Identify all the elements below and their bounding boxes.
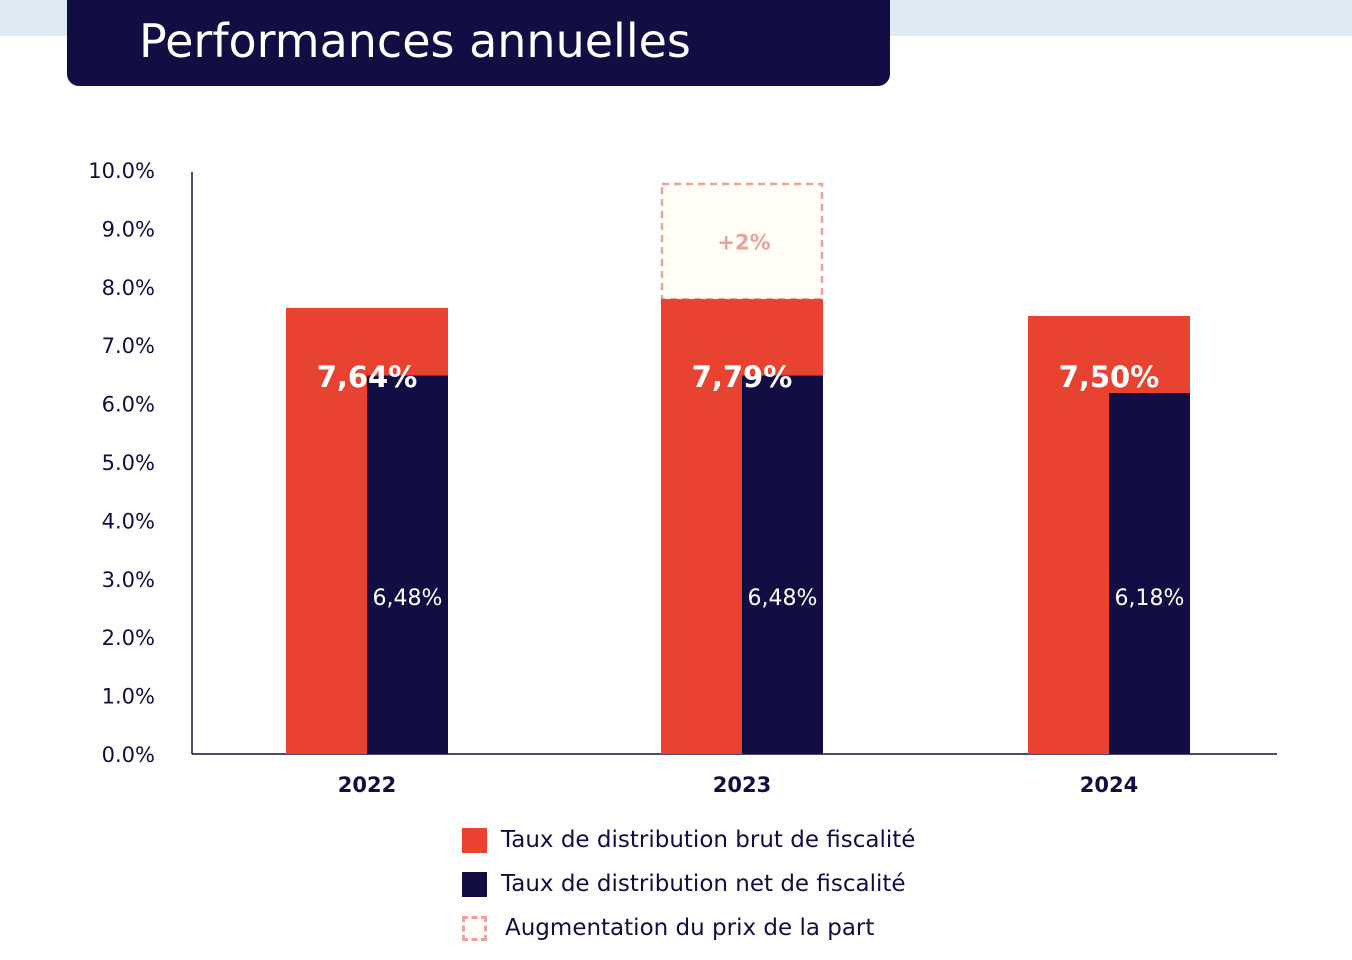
y-tick-label: 2.0% — [102, 626, 155, 650]
y-tick-label: 0.0% — [102, 743, 155, 767]
legend-label-gross: Taux de distribution brut de fiscalité — [501, 827, 916, 853]
data-label-net: 6,48% — [373, 586, 443, 611]
legend-label-net: Taux de distribution net de fiscalité — [501, 871, 906, 897]
title-banner: Performances annuelles — [67, 0, 890, 86]
increase-label: +2% — [717, 231, 770, 255]
y-tick-label: 1.0% — [102, 685, 155, 709]
bar-net — [367, 375, 448, 754]
legend-item-increase: Augmentation du prix de la part — [462, 906, 915, 950]
bar-chart: 0.0% 1.0% 2.0% 3.0% 4.0% 5.0% 6.0% 7.0% 8.0% 9.0%… — [88, 159, 1277, 797]
legend-item-net: Taux de distribution net de fiscalité — [462, 862, 915, 906]
increase-box — [660, 182, 824, 301]
x-tick-label: 2023 — [713, 773, 771, 797]
legend-swatch-increase — [462, 915, 487, 941]
y-tick-label: 7.0% — [102, 334, 155, 358]
page-title: Performances annuelles — [139, 14, 691, 68]
bar-net — [742, 375, 823, 754]
y-tick-label: 3.0% — [102, 568, 155, 592]
y-tick-label: 6.0% — [102, 393, 155, 417]
data-label-net: 6,18% — [1115, 586, 1185, 611]
data-label-gross: 7,50% — [1059, 360, 1160, 394]
legend-item-gross: Taux de distribution brut de fiscalité — [462, 818, 915, 862]
y-tick-label: 10.0% — [88, 159, 155, 183]
data-label-gross: 7,64% — [317, 360, 418, 394]
y-tick-label: 9.0% — [102, 217, 155, 241]
y-tick-label: 8.0% — [102, 276, 155, 300]
legend: Taux de distribution brut de fiscalité T… — [462, 818, 915, 950]
data-label-net: 6,48% — [748, 586, 818, 611]
y-tick-label: 5.0% — [102, 451, 155, 475]
legend-swatch-gross — [462, 827, 487, 853]
legend-swatch-net — [462, 871, 487, 897]
y-tick-label: 4.0% — [102, 509, 155, 533]
x-tick-label: 2024 — [1080, 773, 1138, 797]
bar-net — [1109, 393, 1190, 754]
x-tick-label: 2022 — [338, 773, 396, 797]
legend-label-increase: Augmentation du prix de la part — [505, 915, 875, 941]
data-label-gross: 7,79% — [692, 360, 793, 394]
